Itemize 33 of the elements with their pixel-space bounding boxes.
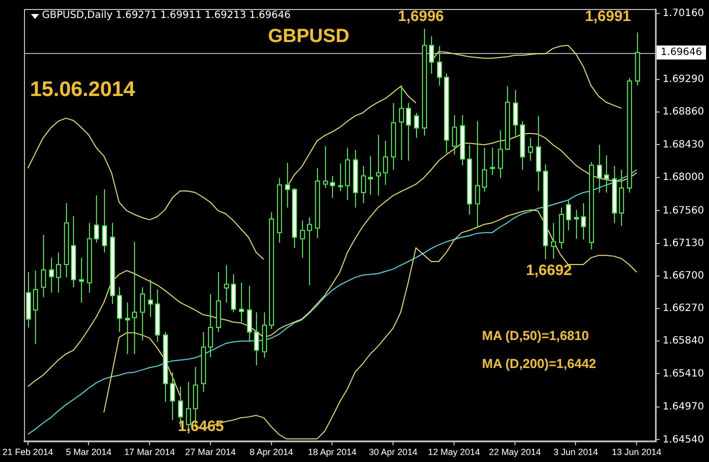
- y-tick-label: 1.68430: [662, 139, 704, 150]
- annotation: MA (D,200)=1,6442: [482, 356, 596, 371]
- x-tick-label: 30 Apr 2014: [368, 447, 418, 458]
- x-tick-label: 17 Mar 2014: [124, 447, 175, 458]
- x-tick-label: 18 Apr 2014: [308, 447, 356, 458]
- y-tick-label: 1.68860: [662, 106, 704, 118]
- annotation: GBPUSD: [268, 26, 350, 48]
- y-tick-label: 1.65410: [662, 368, 704, 380]
- x-tick-label: 13 Jun 2014: [612, 447, 662, 458]
- y-tick-label: 1.67560: [662, 205, 704, 216]
- y-tick-label: 1.66700: [662, 270, 704, 282]
- annotation: 1,6996: [398, 8, 444, 25]
- y-tick-label: 1.70160: [662, 8, 704, 20]
- x-tick-label: 21 Feb 2014: [2, 447, 54, 458]
- x-tick-label: 12 May 2014: [428, 447, 480, 458]
- y-tick-label: 1.65840: [662, 336, 704, 347]
- y-tick-label: 1.67130: [662, 238, 704, 249]
- y-tick-label: 1.69290: [662, 74, 704, 86]
- annotation: MA (D,50)=1,6810: [482, 328, 589, 343]
- annotation: 1,6692: [526, 262, 572, 279]
- y-tick-label: 1.64540: [662, 434, 704, 446]
- x-tick-label: 3 Jun 2014: [553, 447, 598, 458]
- annotation: 15.06.2014: [30, 78, 136, 102]
- x-tick-label: 22 May 2014: [488, 447, 541, 458]
- ref-line-label: 1.69646: [660, 47, 702, 58]
- x-tick-label: 27 Mar 2014: [185, 447, 236, 458]
- y-tick-label: 1.66270: [662, 303, 704, 314]
- y-tick-label: 1.64970: [662, 402, 704, 413]
- y-tick-label: 1.68000: [662, 172, 704, 183]
- x-tick-label: 5 Mar 2014: [66, 447, 112, 458]
- chart-title: GBPUSD,Daily 1.69271 1.69911 1.69213 1.69646: [42, 10, 291, 21]
- annotation: 1,6991: [585, 8, 631, 25]
- x-tick-label: 8 Apr 2014: [250, 447, 294, 458]
